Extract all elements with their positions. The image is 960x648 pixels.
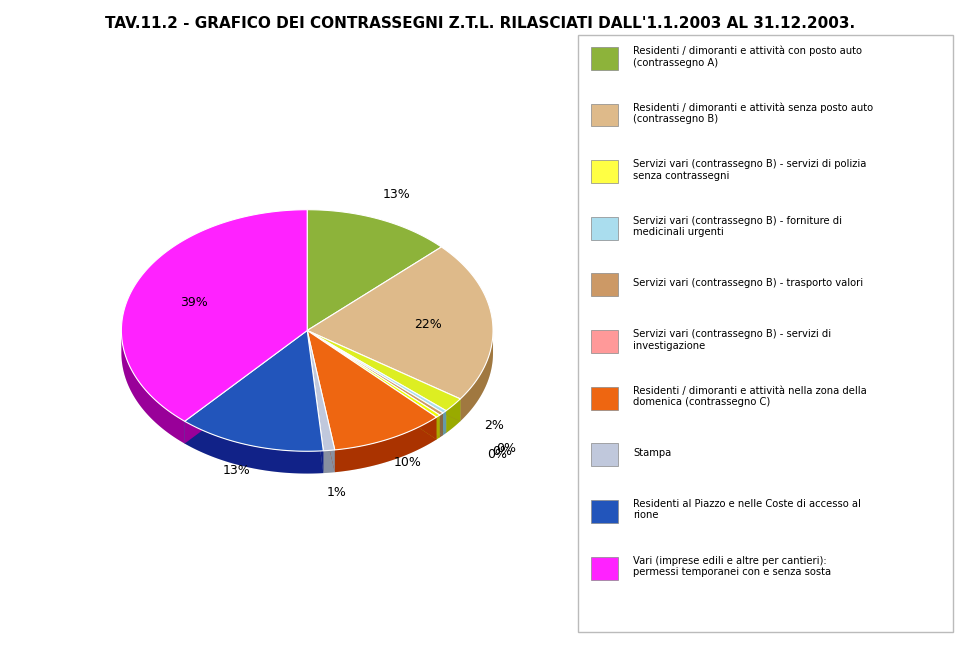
Polygon shape — [307, 330, 446, 433]
Bar — [591, 47, 617, 70]
Polygon shape — [307, 330, 335, 472]
Polygon shape — [307, 210, 442, 330]
Polygon shape — [184, 330, 307, 444]
Bar — [591, 443, 617, 467]
Text: 0%: 0% — [492, 445, 512, 458]
Text: Residenti / dimoranti e attività senza posto auto
(contrassegno B): Residenti / dimoranti e attività senza p… — [633, 102, 873, 124]
Text: 10%: 10% — [394, 456, 421, 469]
Text: Servizi vari (contrassegno B) - forniture di
medicinali urgenti: Servizi vari (contrassegno B) - fornitur… — [633, 216, 842, 237]
Polygon shape — [121, 330, 493, 474]
Polygon shape — [307, 330, 324, 473]
Polygon shape — [307, 330, 335, 451]
Bar — [591, 217, 617, 240]
Polygon shape — [307, 330, 446, 413]
Text: 1%: 1% — [326, 486, 347, 499]
Bar — [591, 500, 617, 523]
Polygon shape — [307, 330, 460, 421]
Polygon shape — [307, 330, 443, 435]
Polygon shape — [437, 415, 440, 439]
Text: Vari (imprese edili e altre per cantieri):
permessi temporanei con e senza sosta: Vari (imprese edili e altre per cantieri… — [633, 555, 831, 577]
Text: Residenti / dimoranti e attività con posto auto
(contrassegno A): Residenti / dimoranti e attività con pos… — [633, 45, 862, 67]
Polygon shape — [324, 450, 335, 473]
Polygon shape — [307, 330, 440, 437]
Bar — [591, 160, 617, 183]
Text: Servizi vari (contrassegno B) - servizi di
investigazione: Servizi vari (contrassegno B) - servizi … — [633, 329, 831, 351]
Bar — [591, 557, 617, 579]
Polygon shape — [184, 330, 307, 444]
Polygon shape — [460, 331, 493, 421]
Text: 13%: 13% — [382, 189, 410, 202]
Polygon shape — [440, 413, 443, 437]
Text: TAV.11.2 - GRAFICO DEI CONTRASSEGNI Z.T.L. RILASCIATI DALL'1.1.2003 AL 31.12.200: TAV.11.2 - GRAFICO DEI CONTRASSEGNI Z.T.… — [105, 16, 855, 31]
Polygon shape — [121, 210, 307, 421]
Polygon shape — [184, 330, 324, 451]
Text: 13%: 13% — [223, 464, 251, 477]
Text: Residenti / dimoranti e attività nella zona della
domenica (contrassegno C): Residenti / dimoranti e attività nella z… — [633, 386, 867, 407]
Text: Residenti al Piazzo e nelle Coste di accesso al
rione: Residenti al Piazzo e nelle Coste di acc… — [633, 499, 861, 520]
Polygon shape — [307, 330, 437, 439]
Polygon shape — [307, 330, 440, 417]
Bar — [591, 273, 617, 296]
Polygon shape — [307, 330, 460, 421]
Polygon shape — [307, 330, 335, 472]
Polygon shape — [307, 330, 446, 433]
Polygon shape — [443, 411, 446, 435]
Bar — [591, 330, 617, 353]
Polygon shape — [121, 332, 184, 444]
Polygon shape — [307, 330, 460, 411]
Polygon shape — [307, 330, 437, 439]
Text: 0%: 0% — [496, 442, 516, 455]
Polygon shape — [307, 247, 493, 399]
Polygon shape — [307, 330, 443, 435]
Polygon shape — [184, 421, 324, 474]
Bar — [591, 387, 617, 410]
Text: Servizi vari (contrassegno B) - trasporto valori: Servizi vari (contrassegno B) - trasport… — [633, 278, 863, 288]
Text: Servizi vari (contrassegno B) - servizi di polizia
senza contrassegni: Servizi vari (contrassegno B) - servizi … — [633, 159, 866, 181]
Text: Stampa: Stampa — [633, 448, 671, 458]
Bar — [591, 104, 617, 126]
Polygon shape — [307, 330, 437, 450]
Text: 39%: 39% — [180, 296, 208, 309]
Polygon shape — [307, 330, 443, 415]
Text: 0%: 0% — [487, 448, 507, 461]
Polygon shape — [307, 330, 324, 473]
Polygon shape — [446, 399, 460, 433]
Polygon shape — [307, 330, 440, 437]
Text: 22%: 22% — [414, 318, 442, 330]
Text: 2%: 2% — [485, 419, 504, 432]
Polygon shape — [335, 417, 437, 472]
